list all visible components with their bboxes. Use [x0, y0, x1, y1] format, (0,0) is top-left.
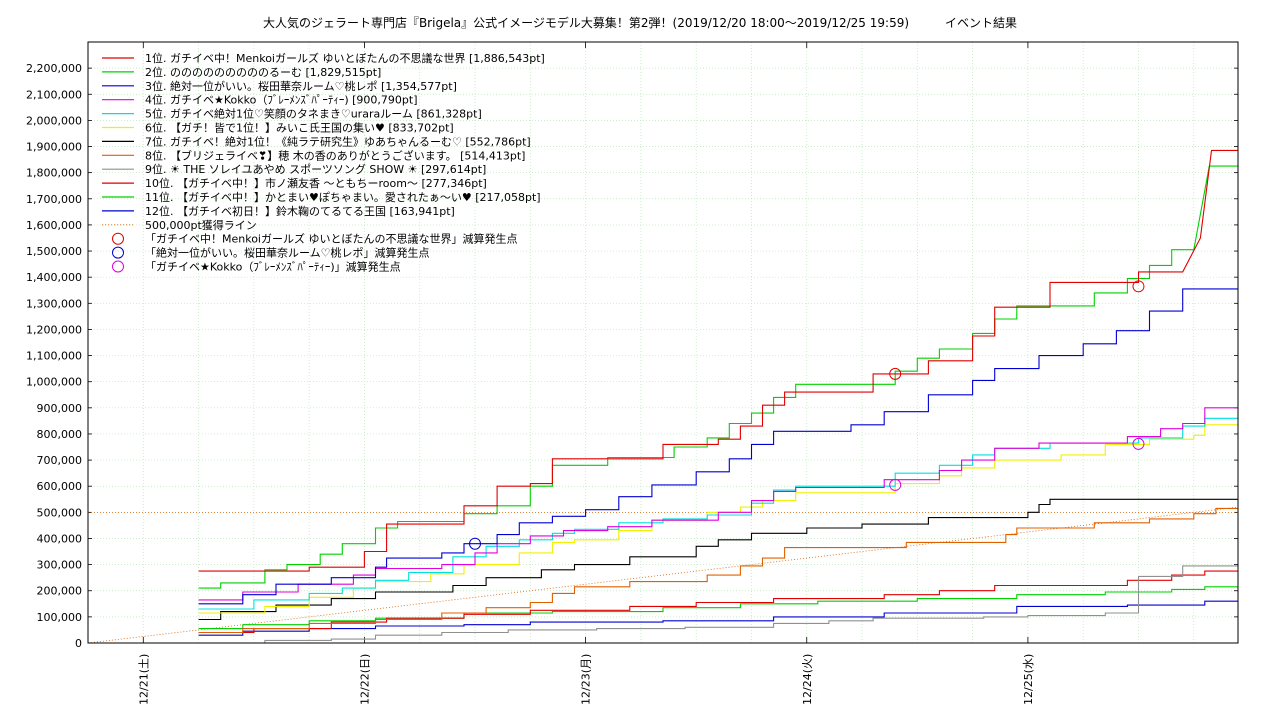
legend-label: 11位. 【ガチイベ中！】かとまい♥ぽちゃまい。愛されたぁ〜い♥ [217,05… [145, 190, 541, 204]
series-line-12 [198, 600, 1238, 636]
legend-marker [112, 232, 124, 245]
series-line-4 [198, 407, 1238, 601]
y-tick-label: 1,300,000 [26, 297, 82, 310]
legend-label: 9位. ☀ THE ソレイユあやめ スポーツソング SHOW ☀ [297,61… [145, 162, 486, 176]
y-tick-label: 0 [75, 637, 82, 650]
y-tick-label: 1,400,000 [26, 271, 82, 284]
plot-frame [87, 41, 1239, 644]
series-line-3 [198, 288, 1238, 605]
series-line-2 [198, 165, 1238, 589]
chart-title: 大人気のジェラート専門店『Brigela』公式イメージモデル大募集！第2弾！(2… [262, 16, 1018, 30]
legend-label: 12位. 【ガチイベ初日！】鈴木鞠のてるてる王国 [163,941pt] [145, 204, 455, 218]
y-tick-label: 1,800,000 [26, 167, 82, 180]
series-line-9 [198, 565, 1238, 643]
x-tick-label: 12/22(日) [358, 654, 371, 705]
legend-label: 3位. 絶対一位がいい。桜田華奈ルーム♡桃レポ [1,354,577pt] [145, 79, 457, 93]
series-line-5 [198, 417, 1238, 610]
x-tick-label: 12/23(月) [580, 654, 593, 705]
series-line-10 [198, 570, 1238, 634]
legend-marker [112, 260, 124, 273]
legend-marker [112, 246, 124, 259]
y-tick-label: 800,000 [37, 428, 83, 441]
y-tick-label: 300,000 [37, 559, 83, 572]
y-tick-label: 1,000,000 [26, 376, 82, 389]
y-tick-label: 200,000 [37, 585, 83, 598]
series-line-7 [198, 498, 1238, 621]
decrease-marker-3 [889, 478, 902, 491]
x-tick-label: 12/25(水) [1022, 654, 1035, 705]
y-tick-label: 2,200,000 [26, 62, 82, 75]
series-line-1 [198, 149, 1238, 572]
x-tick-label: 12/24(火) [801, 654, 814, 705]
legend-label: 4位. ガチイベ★Kokko（ﾌﾞﾚｰﾒﾝｽﾞﾊﾟｰﾃｨｰ) [900,790p… [145, 93, 417, 107]
series-group [198, 149, 1238, 643]
legend-label: 2位. のののののののののるーむ [1,829,515pt] [145, 65, 381, 79]
y-tick-label: 2,000,000 [26, 114, 82, 127]
y-tick-label: 700,000 [37, 454, 83, 467]
y-tick-label: 100,000 [37, 611, 83, 624]
decrease-marker-2 [469, 537, 482, 550]
legend-label: 1位. ガチイベ中！Menkoiガールズ ゆいとぼたんの不思議な世界 [1,88… [145, 51, 545, 65]
legend-label-reference: 500,000pt獲得ライン [145, 219, 257, 232]
decrease-marker-1 [1132, 280, 1145, 293]
legend-label: 6位. 【ガチ！皆で1位！】みいこ氏王国の集い♥ [833,702pt] [145, 121, 454, 135]
legend-label: 5位. ガチイベ絶対1位♡笑顔のタネまき♡uraraルーム [861,328pt… [145, 107, 482, 121]
y-tick-label: 600,000 [37, 480, 83, 493]
legend: 1位. ガチイベ中！Menkoiガールズ ゆいとぼたんの不思議な世界 [1,88… [102, 51, 545, 274]
legend-label-marker: 「絶対一位がいい。桜田華奈ルーム♡桃レポ」減算発生点 [145, 246, 430, 260]
y-tick-label: 1,700,000 [26, 193, 82, 206]
legend-label: 8位. 【ブリジェライベ❣】穂 木の香のありがとうございます。 [514,413… [145, 148, 525, 162]
decrease-marker-1 [889, 367, 902, 380]
y-tick-label: 500,000 [37, 506, 83, 519]
series-line-8 [198, 507, 1238, 634]
legend-label-marker: 「ガチイベ★Kokko（ﾌﾞﾚｰﾒﾝｽﾞﾊﾟｰﾃｨｰ)」減算発生点 [145, 260, 401, 274]
y-tick-label: 1,100,000 [26, 350, 82, 363]
decrease-marker-3 [1132, 437, 1145, 450]
y-tick-label: 1,500,000 [26, 245, 82, 258]
y-tick-label: 1,600,000 [26, 219, 82, 232]
y-tick-label: 400,000 [37, 532, 83, 545]
y-tick-label: 1,900,000 [26, 141, 82, 154]
y-tick-label: 2,100,000 [26, 88, 82, 101]
legend-label: 10位. 【ガチイベ中！】市ノ瀬友香 〜ともちーroom〜 [277,346pt… [145, 176, 487, 190]
y-tick-label: 1,200,000 [26, 323, 82, 336]
y-tick-label: 900,000 [37, 402, 83, 415]
legend-label: 7位. ガチイベ！絶対1位！《純ラテ研究生》ゆあちゃんるーむ♡ [552,786… [145, 134, 531, 148]
reference-line-500000 [88, 506, 1238, 643]
legend-label-marker: 「ガチイベ中！Menkoiガールズ ゆいとぼたんの不思議な世界」減算発生点 [145, 232, 518, 246]
x-tick-label: 12/21(土) [137, 654, 150, 705]
grid [87, 42, 1238, 644]
